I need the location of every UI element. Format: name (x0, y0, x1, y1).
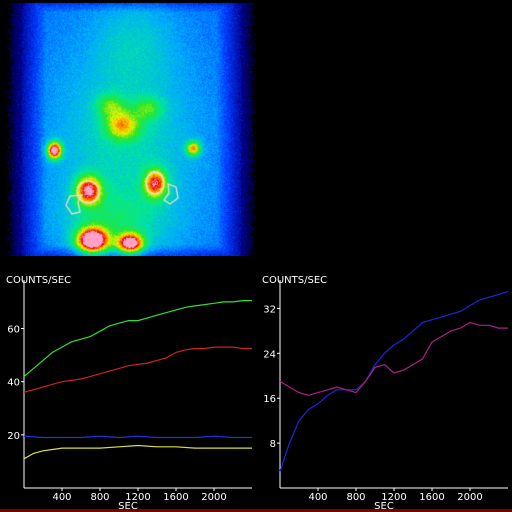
x-tick-label: 1200 (125, 492, 150, 503)
y-axis-label: COUNTS/SEC (6, 275, 71, 286)
x-tick-label: 800 (346, 492, 365, 503)
y-tick-label: 32 (263, 304, 276, 315)
y-tick-label: 20 (7, 431, 20, 442)
x-tick-label: 1600 (163, 492, 188, 503)
y-tick-label: 40 (7, 378, 20, 389)
x-tick-label: 400 (52, 492, 71, 503)
y-tick-label: 24 (263, 349, 276, 360)
x-tick-label: 2000 (457, 492, 482, 503)
y-tick-label: 16 (263, 394, 276, 405)
scintigraphy-scan-image (0, 0, 256, 256)
bottom-divider (0, 509, 512, 512)
chart-right-svg: COUNTS/SEC SEC 8 16 24 32 400 800 1200 1600 2000 (262, 275, 509, 512)
x-tick-label: 2000 (201, 492, 226, 503)
x-tick-label: 1600 (419, 492, 444, 503)
chart-right: COUNTS/SEC SEC 8 16 24 32 400 800 1200 1600 2000 (256, 256, 512, 512)
chart-left: COUNTS/SEC SEC 20 40 60 400 800 1200 1600 2000 (0, 256, 256, 512)
x-tick-label: 1200 (381, 492, 406, 503)
chart-left-svg: COUNTS/SEC SEC 20 40 60 400 800 1200 1600 2000 (6, 275, 252, 512)
series-line-1 (23, 299, 252, 377)
y-tick-label: 60 (7, 325, 20, 336)
x-tick-label: 400 (308, 492, 327, 503)
series-line-4 (23, 444, 252, 460)
x-axis-label: SEC (118, 501, 138, 512)
y-axis-label: COUNTS/SEC (262, 275, 327, 286)
series-line-2 (23, 346, 252, 393)
y-tick-label: 8 (270, 439, 276, 450)
series-line-1 (279, 291, 509, 472)
x-axis-label: SEC (374, 501, 394, 512)
x-tick-label: 800 (90, 492, 109, 503)
series-line-2 (279, 321, 508, 397)
series-line-3 (23, 435, 252, 439)
